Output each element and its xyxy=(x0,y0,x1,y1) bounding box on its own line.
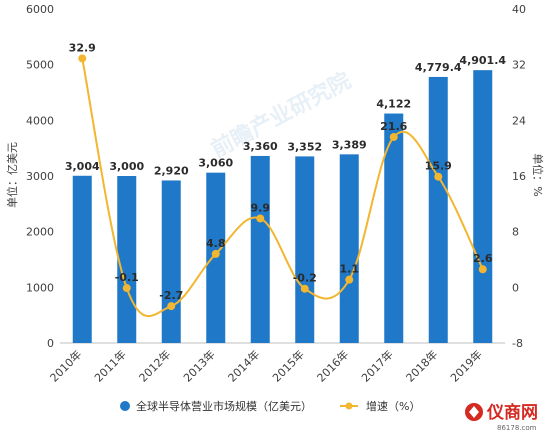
logo-icon-mark xyxy=(469,406,479,418)
bar xyxy=(250,155,270,343)
y-tick-label: 0 xyxy=(47,337,54,350)
line-data-label: -0.2 xyxy=(293,272,317,285)
bar xyxy=(72,175,92,343)
bar xyxy=(384,113,404,344)
y2-tick-label: 8 xyxy=(512,226,519,239)
line-data-label: 1.1 xyxy=(340,263,360,276)
y-axis-label: 单位：亿美元 xyxy=(5,142,19,208)
bar xyxy=(339,154,359,343)
legend-bar-marker xyxy=(120,401,130,411)
legend-line-label: 增速（%） xyxy=(366,399,420,413)
x-tick-label: 2010年 xyxy=(47,347,84,384)
bar xyxy=(161,180,181,343)
bar-data-label: 3,360 xyxy=(243,140,278,153)
x-tick-label: 2017年 xyxy=(358,347,395,384)
line-data-label: 15.9 xyxy=(425,160,452,173)
x-tick-label: 2016年 xyxy=(314,347,351,384)
line-data-label: 2.6 xyxy=(473,252,493,265)
growth-line xyxy=(81,58,484,318)
bar xyxy=(473,70,493,344)
y-tick-label: 6000 xyxy=(26,3,54,16)
logo-subtext: 86178.com xyxy=(497,424,537,432)
y-tick-label: 1000 xyxy=(26,281,54,294)
y2-tick-label: 0 xyxy=(512,281,519,294)
x-axis-ticks: 2010年 2011年 2012年 2013年 2014年 2015年 2016年 2017年… xyxy=(47,347,485,384)
x-tick-label: 2013年 xyxy=(180,347,217,384)
bar xyxy=(428,76,448,344)
x-tick-label: 2014年 xyxy=(225,347,262,384)
bar xyxy=(117,176,137,343)
y2-axis-label: 单位：% xyxy=(531,153,545,196)
y-tick-label: 3000 xyxy=(26,170,54,183)
y-tick-label: 5000 xyxy=(26,59,54,72)
legend: 全球半导体营业市场规模（亿美元） 增速（%） xyxy=(120,399,420,413)
line-data-label: 9.9 xyxy=(251,201,271,214)
y-tick-label: 2000 xyxy=(26,226,54,239)
line-point xyxy=(211,249,220,258)
line-point xyxy=(434,172,443,181)
y-axis-ticks: 0 1000 2000 3000 4000 5000 6000 xyxy=(26,3,54,350)
x-tick-label: 2018年 xyxy=(403,347,440,384)
line-point xyxy=(478,265,487,274)
line-series xyxy=(78,54,487,318)
y2-tick-label: 32 xyxy=(512,59,526,72)
bar-data-label: 3,060 xyxy=(198,157,233,170)
line-data-label: -0.1 xyxy=(115,271,139,284)
y2-axis-ticks: -8 0 8 16 24 32 40 xyxy=(512,3,526,350)
line-point xyxy=(78,54,87,63)
bar-data-label: 4,779.4 xyxy=(415,61,462,74)
line-point xyxy=(122,284,131,293)
bar-data-label: 3,352 xyxy=(287,140,322,153)
bar-labels: 3,004 3,000 2,920 3,060 3,360 3,352 3,389 4,122… xyxy=(65,54,507,177)
line-data-label: 21.6 xyxy=(380,120,407,133)
line-point xyxy=(256,214,265,223)
bar-data-label: 4,901.4 xyxy=(459,54,506,67)
y-tick-label: 4000 xyxy=(26,114,54,127)
legend-line-dot xyxy=(345,402,353,410)
bar-data-label: 3,389 xyxy=(332,138,367,151)
x-tick-label: 2012年 xyxy=(136,347,173,384)
line-data-label: 4.8 xyxy=(206,237,226,250)
line-labels: 32.9 -0.1 -2.7 4.8 9.9 -0.2 1.1 21.6 15.9 2.6 xyxy=(69,41,493,302)
bar-data-label: 4,122 xyxy=(376,98,411,111)
bar-series xyxy=(72,70,493,344)
bar-data-label: 3,004 xyxy=(65,160,100,173)
bar-data-label: 3,000 xyxy=(109,160,144,173)
y2-tick-label: 16 xyxy=(512,170,526,183)
line-point xyxy=(345,275,354,284)
line-data-label: 32.9 xyxy=(69,41,96,54)
line-point xyxy=(300,284,309,293)
y2-tick-label: 40 xyxy=(512,3,526,16)
bar xyxy=(295,156,315,343)
y2-tick-label: -8 xyxy=(512,337,523,350)
line-point xyxy=(167,302,176,311)
line-data-label: -2.7 xyxy=(159,289,183,302)
x-tick-label: 2011年 xyxy=(91,347,128,384)
x-tick-label: 2015年 xyxy=(269,347,306,384)
line-point xyxy=(389,133,398,142)
x-tick-label: 2019年 xyxy=(447,347,484,384)
bar-data-label: 2,920 xyxy=(154,164,189,177)
logo-text: 仪商网 xyxy=(486,402,538,423)
legend-bar-label: 全球半导体营业市场规模（亿美元） xyxy=(136,399,312,413)
brand-logo: 仪商网 86178.com xyxy=(465,402,538,432)
y2-tick-label: 24 xyxy=(512,114,526,127)
